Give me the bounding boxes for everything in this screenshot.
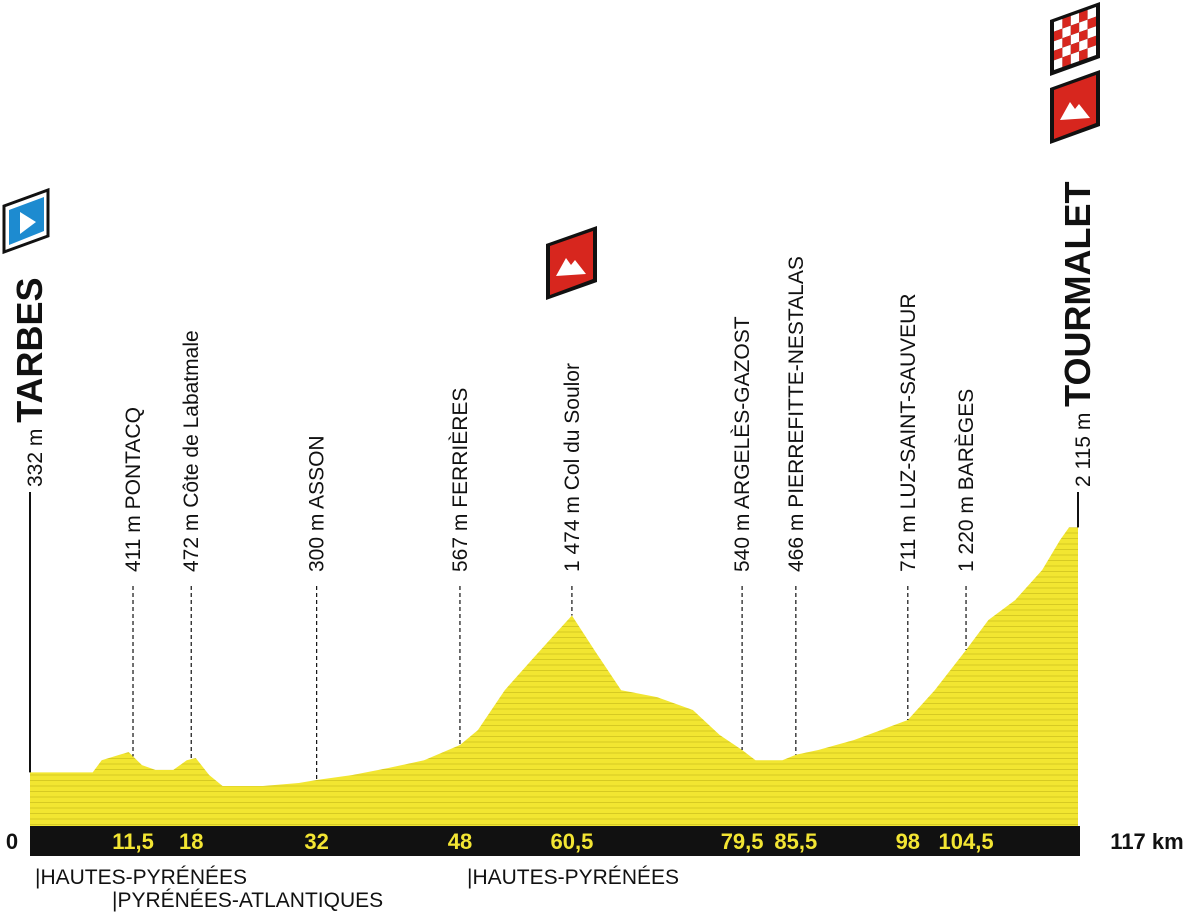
waypoint-altitude: 466 m	[785, 514, 808, 572]
waypoint-label: 711 m LUZ-SAINT-SAUVEUR	[897, 293, 920, 572]
waypoint-altitude: 2 115 m	[1072, 413, 1095, 487]
waypoint-name: BARÈGES	[955, 389, 978, 491]
waypoint-label: 300 m ASSON	[306, 435, 329, 572]
waypoint-name: LUZ-SAINT-SAUVEUR	[897, 293, 920, 509]
km-label: 85,5	[774, 829, 817, 854]
waypoint-name: ASSON	[306, 435, 329, 509]
waypoint-name: PIERREFITTE-NESTALAS	[785, 256, 808, 508]
waypoint-name: PONTACQ	[122, 407, 145, 509]
waypoint-altitude: 332 m	[24, 429, 47, 487]
waypoint-altitude: 567 m	[449, 514, 472, 572]
km-bar	[30, 826, 1080, 856]
waypoint-label: 1 220 m BARÈGES	[955, 389, 978, 572]
waypoint-name: TARBES	[9, 277, 50, 422]
waypoint-altitude: 540 m	[731, 514, 754, 572]
waypoint-label: 411 m PONTACQ	[122, 407, 145, 572]
waypoint-label: 332 m TARBES	[9, 277, 50, 487]
waypoint-name: Col du Soulor	[561, 363, 584, 490]
elevation-area	[30, 527, 1078, 826]
summit-icon	[546, 226, 597, 300]
waypoint-altitude: 300 m	[306, 514, 329, 572]
km-label: 11,5	[112, 829, 154, 854]
km-label: 0	[6, 829, 18, 854]
waypoint-label: 2 115 m TOURMALET	[1057, 182, 1098, 488]
km-label: 117 km	[1110, 829, 1183, 854]
region-label: |HAUTES-PYRÉNÉES	[35, 866, 247, 889]
waypoint-name: FERRIÈRES	[449, 388, 472, 508]
waypoint-altitude: 711 m	[897, 515, 920, 572]
waypoint-altitude: 411 m	[122, 515, 145, 572]
km-label: 18	[179, 829, 203, 854]
km-label: 79,5	[721, 829, 764, 854]
waypoint-label: 1 474 m Col du Soulor	[561, 363, 584, 572]
waypoint-name: Côte de Labatmale	[180, 330, 203, 507]
waypoint-label: 567 m FERRIÈRES	[449, 388, 472, 572]
waypoint-altitude: 1 220 m	[955, 496, 978, 572]
waypoint-name: TOURMALET	[1057, 182, 1098, 407]
region-label: |HAUTES-PYRÉNÉES	[467, 866, 679, 889]
finish-icons	[1050, 2, 1100, 144]
km-label: 32	[304, 829, 328, 854]
waypoint-label: 540 m ARGELÈS-GAZOST	[731, 316, 754, 572]
region-label: |PYRÉNÉES-ATLANTIQUES	[112, 889, 383, 912]
waypoint-name: ARGELÈS-GAZOST	[731, 316, 754, 509]
km-label: 104,5	[939, 829, 994, 854]
km-label: 60,5	[551, 829, 594, 854]
km-label: 48	[448, 829, 472, 854]
waypoint-altitude: 472 m	[180, 514, 203, 572]
start-icon	[2, 187, 50, 255]
km-label: 98	[896, 829, 920, 854]
waypoint-label: 466 m PIERREFITTE-NESTALAS	[785, 256, 808, 572]
waypoint-altitude: 1 474 m	[561, 496, 584, 572]
waypoint-label: 472 m Côte de Labatmale	[180, 330, 203, 572]
